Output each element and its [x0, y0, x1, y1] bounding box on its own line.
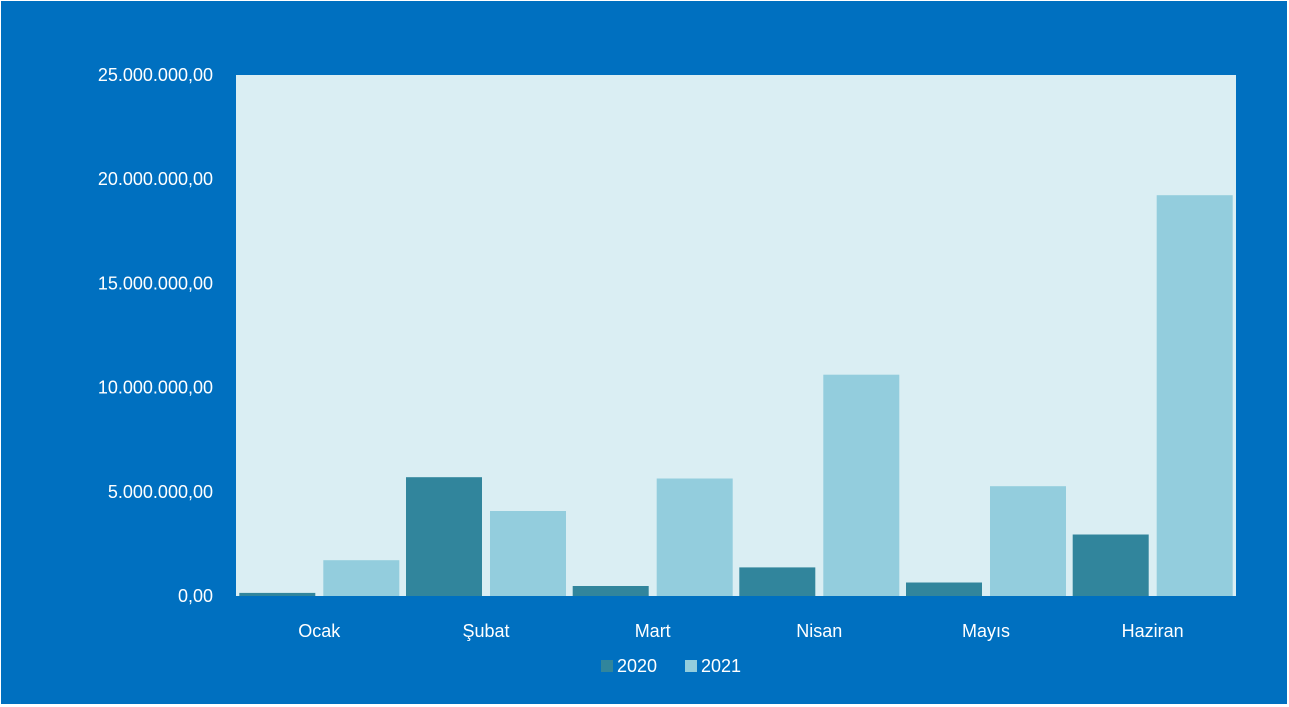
- legend-swatch-2021: [685, 660, 697, 672]
- bar-2021-haziran: [1156, 195, 1233, 596]
- bar-2021-şubat: [490, 511, 566, 596]
- bar-2020-ocak: [239, 592, 316, 596]
- bar-2021-mayıs: [990, 486, 1066, 596]
- x-tick-label: Mart: [635, 621, 671, 641]
- y-tick-label: 20.000.000,00: [98, 169, 213, 189]
- bar-2021-mart: [656, 478, 733, 596]
- x-tick-label: Nisan: [796, 621, 842, 641]
- y-tick-label: 15.000.000,00: [98, 273, 213, 293]
- bar-2021-ocak: [323, 560, 400, 596]
- x-tick-label: Şubat: [462, 621, 509, 641]
- legend-label-2020: 2020: [617, 656, 657, 676]
- bar-2020-mayıs: [906, 582, 982, 596]
- bar-2020-şubat: [406, 477, 482, 596]
- bars-group: [239, 195, 1233, 596]
- plot-area: [236, 75, 1236, 596]
- x-tick-label: Haziran: [1122, 621, 1184, 641]
- y-axis: 0,00 5.000.000,00 10.000.000,00 15.000.000,…: [98, 65, 213, 606]
- bar-2020-nisan: [739, 567, 816, 596]
- bar-2020-haziran: [1072, 534, 1149, 596]
- legend-swatch-2020: [601, 660, 613, 672]
- x-axis: Ocak Şubat Mart Nisan Mayıs Haziran: [298, 621, 1183, 641]
- y-tick-label: 5.000.000,00: [108, 482, 213, 502]
- y-tick-label: 25.000.000,00: [98, 65, 213, 85]
- legend-label-2021: 2021: [701, 656, 741, 676]
- y-tick-label: 10.000.000,00: [98, 378, 213, 398]
- bar-2020-mart: [572, 586, 649, 596]
- x-tick-label: Mayıs: [962, 621, 1010, 641]
- bar-2021-nisan: [823, 374, 900, 596]
- y-tick-label: 0,00: [178, 586, 213, 606]
- x-tick-label: Ocak: [298, 621, 341, 641]
- legend: 2020 2021: [601, 656, 741, 676]
